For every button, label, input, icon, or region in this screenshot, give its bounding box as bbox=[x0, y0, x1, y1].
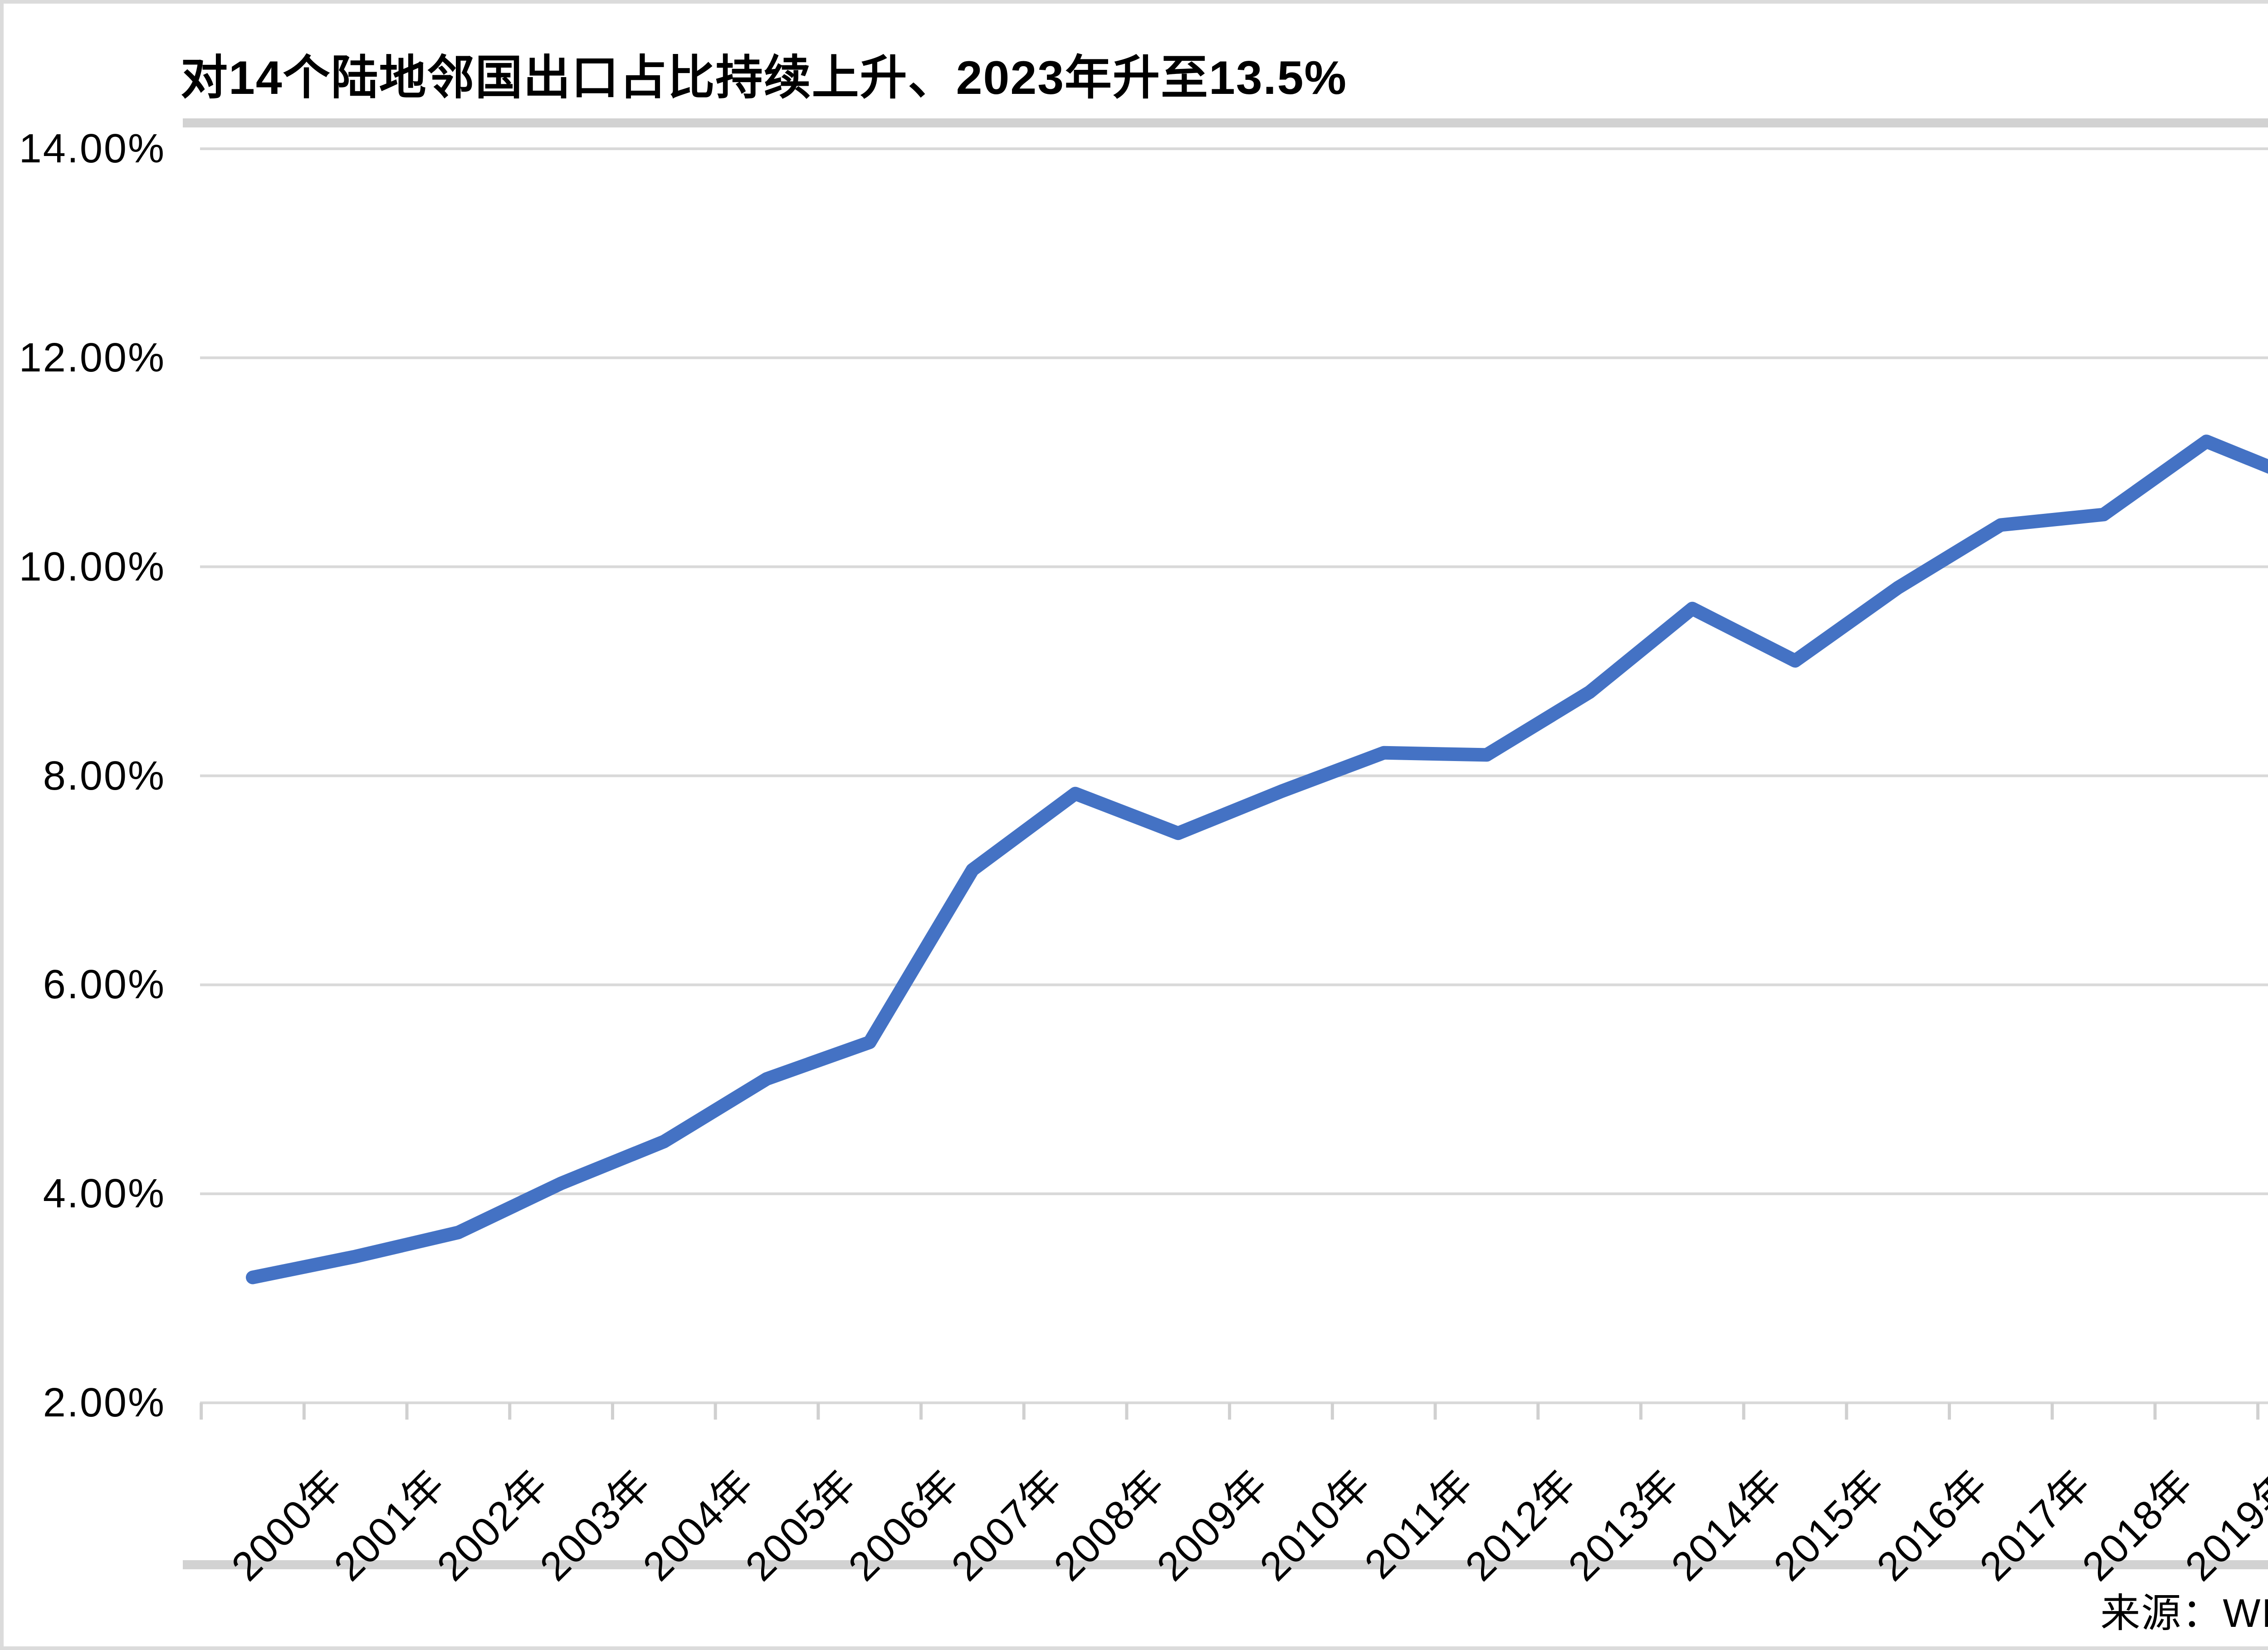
y-axis-label: 10.00% bbox=[19, 544, 166, 590]
plot-bottom-border bbox=[183, 1560, 2268, 1569]
chart-source: 来源：WIND、界面商学院 bbox=[2100, 1591, 2268, 1635]
chart-title: 对14个陆地邻国出口占比持续上升、2023年升至13.5% bbox=[181, 52, 1347, 104]
y-axis-label: 2.00% bbox=[43, 1380, 166, 1425]
y-axis-label: 14.00% bbox=[19, 126, 166, 171]
y-axis-label: 8.00% bbox=[43, 753, 166, 799]
y-axis-label: 4.00% bbox=[43, 1171, 166, 1217]
data-line bbox=[246, 434, 2268, 1284]
line-chart-plot bbox=[200, 147, 2268, 1420]
y-axis-label: 6.00% bbox=[43, 962, 166, 1008]
y-axis-label: 12.00% bbox=[19, 335, 166, 381]
plot-top-border bbox=[183, 118, 2268, 127]
